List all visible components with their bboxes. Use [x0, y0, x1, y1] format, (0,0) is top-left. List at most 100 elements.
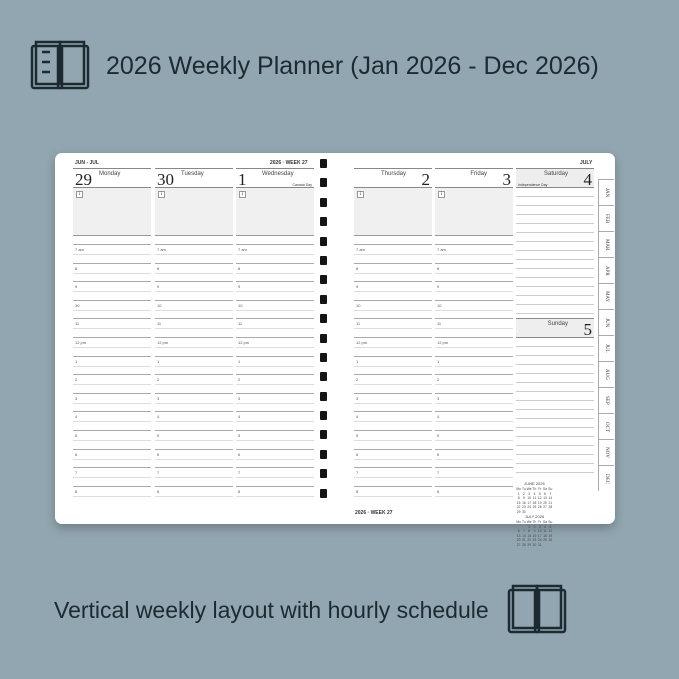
date: 21 [548, 500, 553, 505]
hour-label: 6 [75, 451, 78, 457]
day-number: 3 [502, 170, 512, 189]
hour-label: 8 [75, 265, 78, 271]
hour-label: 9 [75, 284, 78, 290]
month-tab[interactable]: AUG [598, 361, 614, 387]
hour-label: 3 [437, 395, 440, 401]
hour-row: 10 [236, 299, 314, 319]
month-tab[interactable]: OCT [598, 413, 614, 439]
hour-label: 11 [75, 321, 80, 327]
notes-box: i [354, 188, 432, 236]
hour-list: 7 am 8 9 10 11 12 pm 1 2 3 4 5 6 7 8 [354, 244, 432, 505]
date: 10 [527, 496, 532, 500]
month-tab[interactable]: JAN [598, 179, 614, 205]
spiral-ring [320, 159, 327, 168]
hour-label: 7 am [238, 247, 247, 252]
mini-calendars: JUNE 2026 Mo Tu We Th Fr Sa Su 1 2 3 4 5 6 7 8 9 10 11 12 13… [516, 481, 594, 547]
hour-row: 5 [236, 429, 314, 449]
day-number: 29 [75, 170, 92, 189]
hour-label: 2 [238, 377, 241, 383]
open-book-icon [30, 40, 90, 90]
month-tab[interactable]: JUL [598, 335, 614, 361]
weekday: Mo [516, 520, 521, 524]
date: 29 [527, 542, 532, 547]
hour-row: 12 pm [435, 336, 513, 356]
weekday: Sa [543, 520, 548, 524]
sunday-lines [516, 338, 594, 478]
month-tab[interactable]: MAR [598, 231, 614, 257]
date: 29 [516, 509, 521, 514]
date: 23 [522, 505, 526, 509]
hour-row: 1 [354, 355, 432, 375]
hour-label: 9 [437, 284, 440, 290]
hour-label: 5 [437, 432, 440, 438]
mini-calendar-week: 13 14 15 16 17 18 19 [516, 534, 553, 539]
date: 2 [523, 491, 525, 496]
hour-row: 9 [435, 281, 513, 300]
spiral-ring [320, 449, 327, 459]
hour-row: 8 [435, 485, 513, 505]
hour-label: 8 [157, 265, 160, 271]
month-tabs: JAN FEB MAR APR MAY JUN JUL AUG SEP OCT NOV DEC [598, 179, 615, 491]
hour-row: 7 am [73, 244, 151, 263]
mini-calendar-head: Mo Tu We Th Fr Sa Su [516, 520, 553, 525]
weekday: Th [532, 487, 537, 491]
date: 19 [537, 500, 542, 505]
hour-label: 11 [238, 321, 243, 327]
spiral-ring [320, 352, 327, 362]
hour-row: 6 [236, 448, 314, 468]
date: 6 [517, 529, 520, 533]
date: 4 [533, 491, 536, 496]
hour-label: 5 [157, 432, 160, 438]
hour-row: 8 [73, 262, 151, 282]
date: 1 [528, 524, 531, 529]
day-number: 1 [238, 170, 247, 189]
day-column: 1 Wednesday Canada Day i 7 am 8 9 10 11 12 pm 1 2 3 4… [236, 168, 314, 508]
month-tab[interactable]: JUN [598, 309, 614, 335]
spiral-binding [320, 159, 330, 508]
hour-row: 10 [73, 299, 151, 319]
hour-list: 7 am 8 9 10 11 12 pm 1 2 3 4 5 6 7 8 [73, 244, 151, 505]
hour-label: 7 [356, 470, 359, 476]
spiral-ring [320, 469, 327, 479]
notes-box: i [236, 188, 314, 236]
hour-row: 8 [155, 485, 233, 505]
date [548, 543, 553, 548]
weekday: Fr [538, 487, 542, 491]
hour-label: 4 [75, 414, 78, 420]
date: 8 [517, 496, 520, 500]
hour-row: 12 pm [236, 336, 314, 356]
hour-label: 2 [437, 377, 440, 383]
info-icon: i [158, 191, 165, 198]
hour-label: 8 [437, 488, 440, 494]
hour-row: 9 [354, 281, 432, 300]
weekday: Sa [543, 487, 548, 491]
month-tab[interactable]: NOV [598, 439, 614, 465]
hour-label: 6 [238, 451, 241, 457]
spiral-ring [320, 255, 327, 265]
day-name: Sunday [547, 321, 568, 327]
day-column: 29 Monday i 7 am 8 9 10 11 12 pm 1 2 3 4 5 6 7 8 [73, 168, 151, 508]
header: 2026 Weekly Planner (Jan 2026 - Dec 2026… [28, 40, 599, 92]
month-tab[interactable]: DEC [598, 465, 614, 491]
hour-label: 2 [75, 377, 78, 383]
info-icon: i [76, 191, 83, 198]
month-tab[interactable]: SEP [598, 387, 614, 413]
hour-row: 7 [73, 467, 151, 486]
day-name: Friday [470, 171, 487, 177]
footer-title: Vertical weekly layout with hourly sched… [54, 596, 489, 623]
month-tab[interactable]: MAY [598, 283, 614, 309]
open-book-icon [507, 584, 566, 634]
date: 14 [522, 533, 526, 538]
planner-spread: JUN - JUL 2026 · WEEK 27 JULY 2026 · WEE… [55, 153, 615, 547]
day-name: Wednesday [262, 171, 294, 177]
month-tab[interactable]: APR [598, 257, 614, 283]
date: 11 [543, 529, 547, 533]
hour-row: 7 am [354, 244, 432, 263]
date: 20 [516, 538, 521, 542]
date: 22 [527, 538, 532, 542]
hour-label: 7 am [75, 247, 84, 252]
date: 10 [537, 529, 542, 533]
date: 27 [516, 542, 521, 547]
info-icon: i [357, 191, 364, 198]
month-tab[interactable]: FEB [598, 205, 614, 231]
